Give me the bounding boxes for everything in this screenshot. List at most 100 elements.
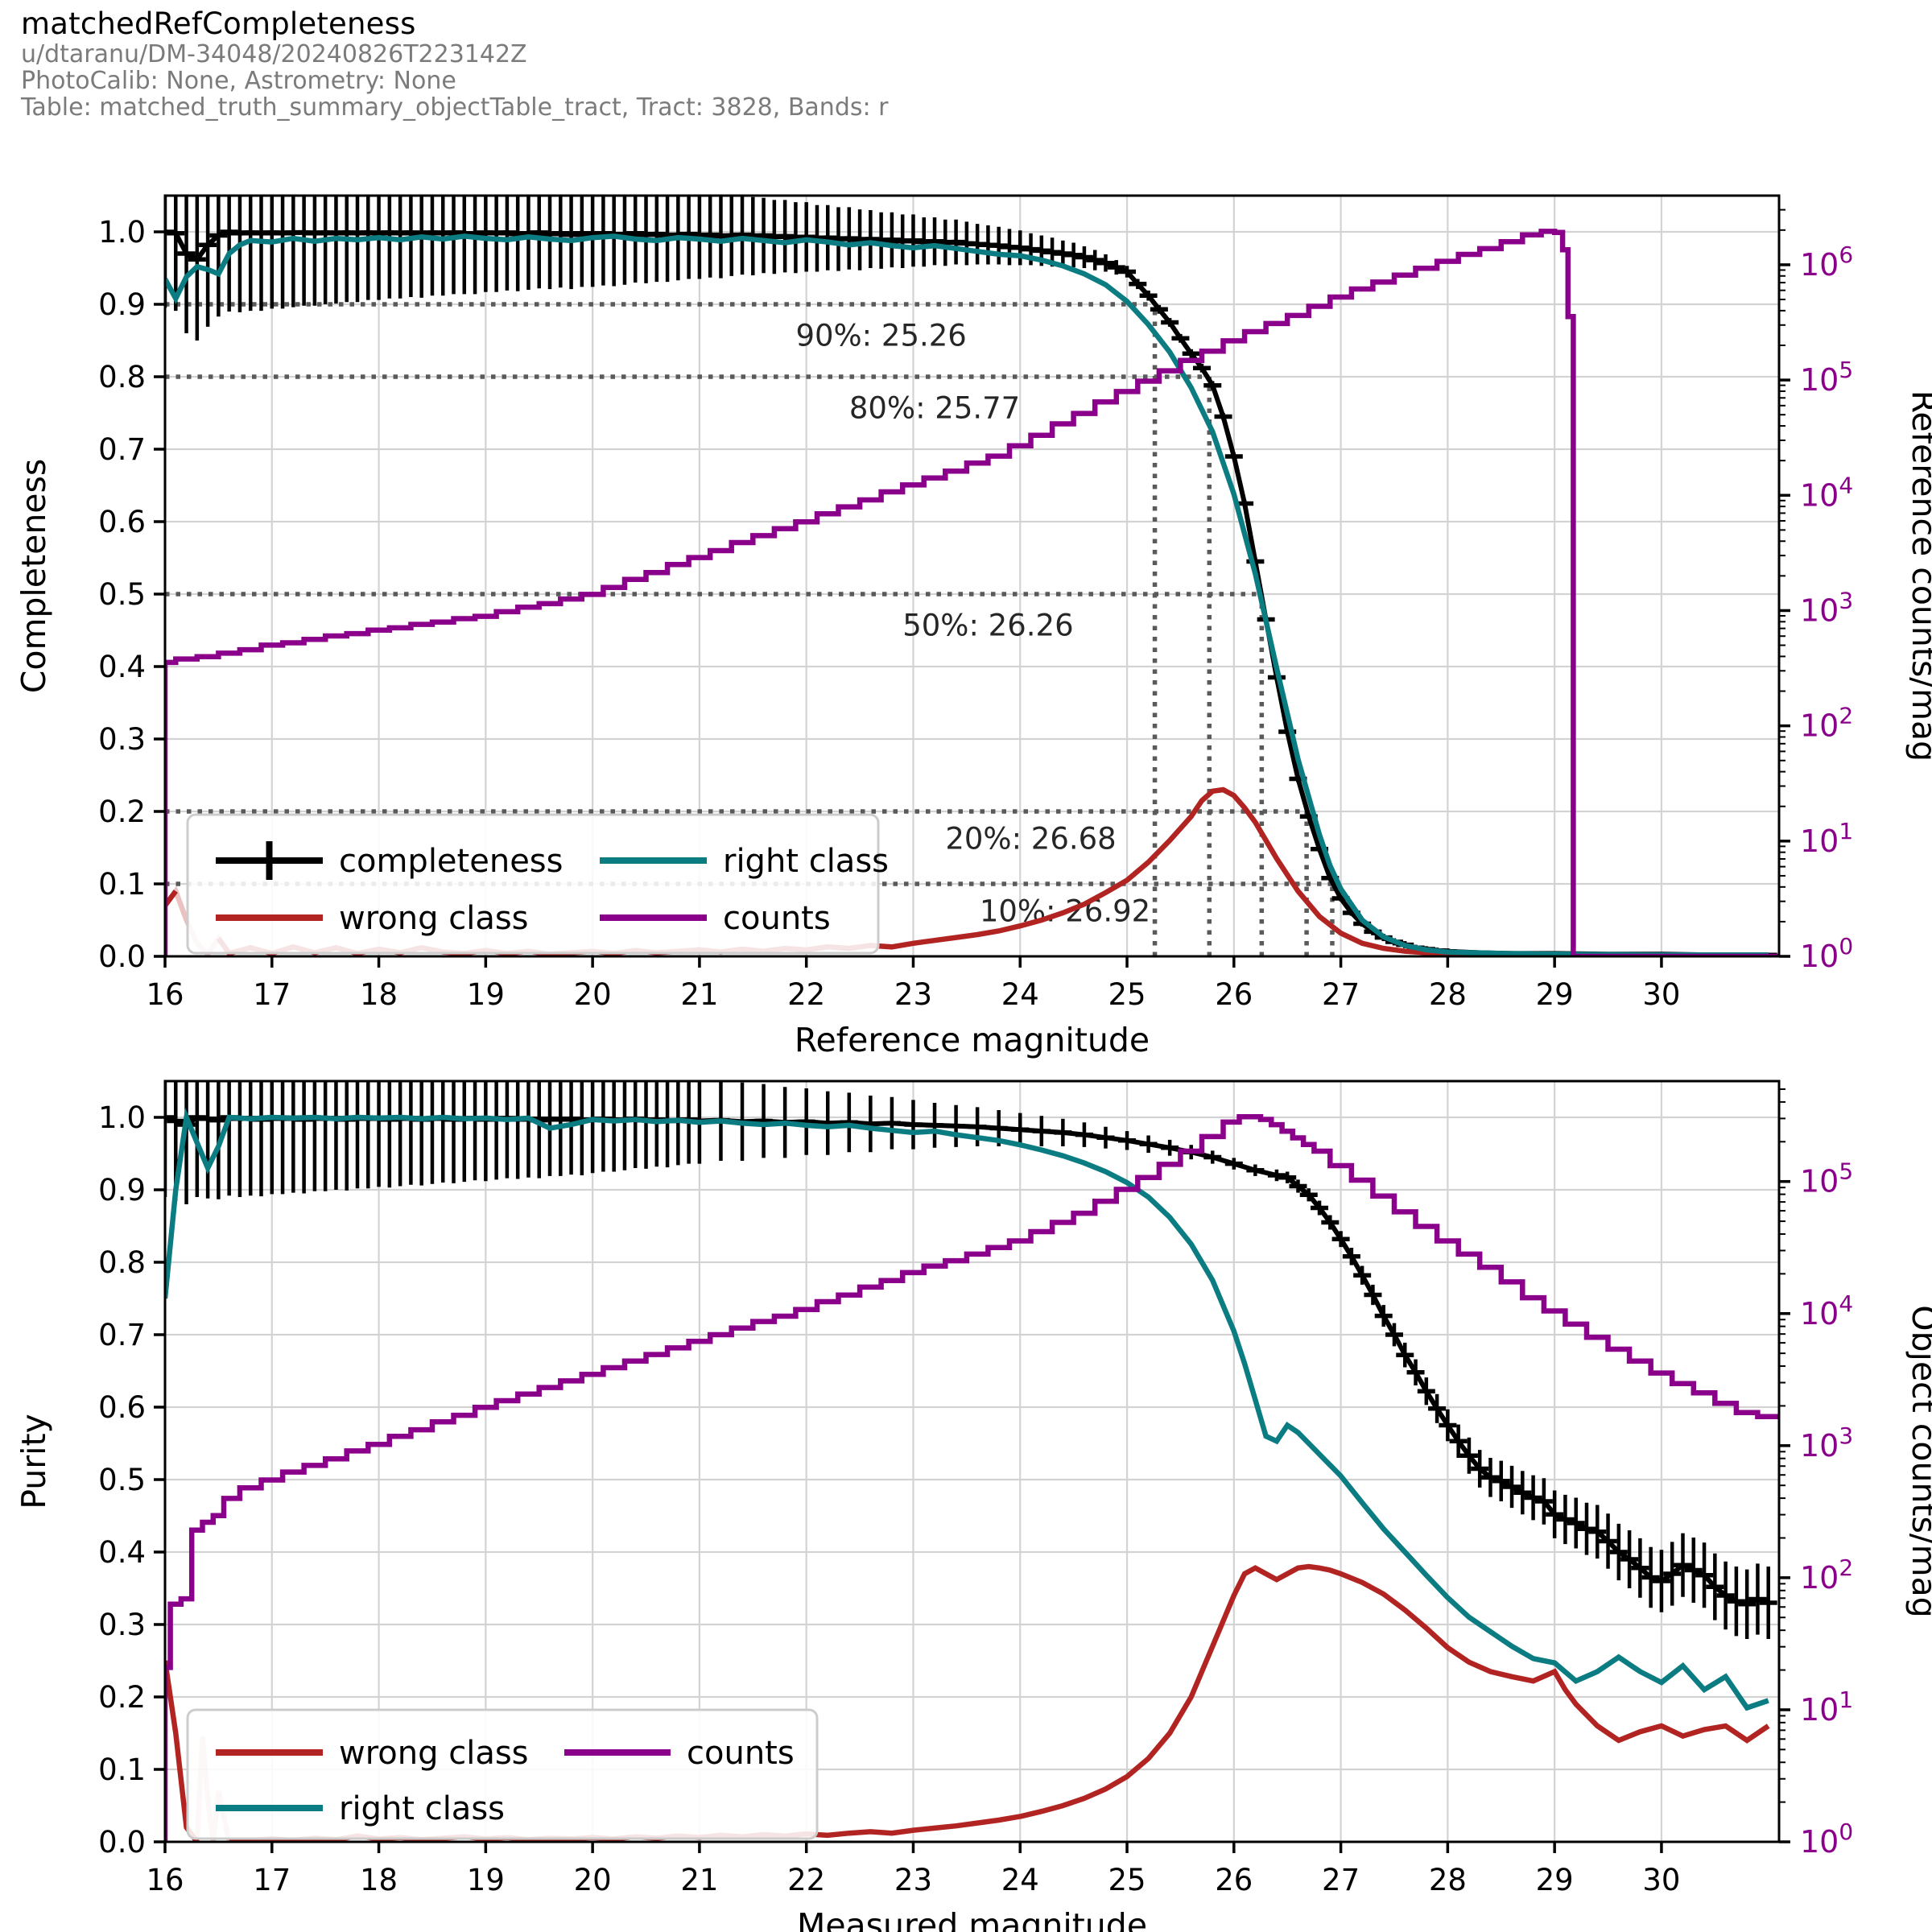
series-right-class — [165, 1107, 1769, 1711]
right-axis-label: Object counts/mag — [1905, 1305, 1932, 1618]
legend-label: right class — [339, 1790, 505, 1827]
threshold-label: 20%: 26.68 — [945, 821, 1116, 856]
x-tick-label: 24 — [1001, 1863, 1039, 1897]
y-tick-label: 0.9 — [98, 287, 146, 322]
y-tick-label: 0.6 — [98, 505, 146, 539]
x-tick-label: 23 — [894, 1863, 932, 1897]
right-tick-label: 101 — [1800, 1686, 1853, 1728]
x-tick-label: 28 — [1429, 1863, 1467, 1897]
legend-label: wrong class — [339, 1735, 529, 1772]
axes: 16 17 18 19 20 21 22 23 24 25 26 27 28 29 30 0.0 0.1 0.2 0… — [14, 1088, 1932, 1932]
y-tick-label: 0.8 — [98, 1245, 146, 1280]
right-tick-label: 104 — [1800, 1290, 1853, 1331]
y-tick-label: 0.7 — [98, 432, 146, 467]
x-tick-label: 19 — [467, 977, 505, 1012]
threshold-label: 80%: 25.77 — [849, 391, 1020, 426]
threshold-label: 50%: 26.26 — [902, 609, 1073, 643]
x-tick-label: 18 — [360, 1863, 398, 1897]
legend-label: completeness — [339, 843, 563, 880]
x-tick-label: 23 — [894, 977, 932, 1012]
x-tick-label: 22 — [787, 1863, 825, 1897]
right-tick-label: 106 — [1800, 242, 1853, 283]
x-tick-label: 20 — [574, 1863, 612, 1897]
right-tick-label: 103 — [1800, 1422, 1853, 1463]
y-axis-label: Purity — [14, 1414, 53, 1509]
page-title: matchedRefCompleteness — [21, 6, 416, 41]
y-tick-label: 0.1 — [98, 1752, 146, 1787]
y-tick-label: 0.5 — [98, 577, 146, 612]
legend: completeness wrong class right class counts — [186, 813, 889, 955]
x-tick-label: 27 — [1322, 1863, 1360, 1897]
legend-label: right class — [723, 843, 889, 880]
subtitle-table: Table: matched_truth_summary_objectTable… — [21, 93, 889, 122]
axes: 16 17 18 19 20 21 22 23 24 25 26 27 28 29 30 0.0 0.1 0.2 0… — [14, 208, 1932, 1059]
x-tick-label: 29 — [1536, 977, 1574, 1012]
right-tick-label: 100 — [1800, 1818, 1853, 1860]
x-tick-label: 30 — [1642, 1863, 1680, 1897]
x-tick-label: 21 — [680, 977, 718, 1012]
x-tick-label: 26 — [1215, 1863, 1253, 1897]
series-counts — [165, 1114, 1779, 1842]
y-tick-label: 0.4 — [98, 650, 146, 684]
y-tick-label: 1.0 — [98, 215, 146, 250]
x-tick-label: 17 — [253, 977, 291, 1012]
x-tick-label: 29 — [1536, 1863, 1574, 1897]
y-tick-label: 0.1 — [98, 867, 146, 902]
right-tick-label: 102 — [1800, 703, 1853, 744]
x-tick-label: 28 — [1429, 977, 1467, 1012]
y-tick-label: 0.4 — [98, 1535, 146, 1570]
y-tick-label: 0.0 — [98, 1825, 146, 1860]
x-tick-label: 22 — [787, 977, 825, 1012]
bottom-panel: 16 17 18 19 20 21 22 23 24 25 26 27 28 29 30 0.0 0.1 0.2 0… — [14, 1080, 1932, 1932]
x-tick-label: 25 — [1108, 1863, 1146, 1897]
x-tick-label: 16 — [146, 977, 184, 1012]
y-tick-label: 1.0 — [98, 1100, 146, 1135]
plot-frame — [163, 1080, 1781, 1843]
right-tick-label: 105 — [1800, 357, 1853, 398]
y-axis-label: Completeness — [14, 459, 53, 694]
x-tick-label: 30 — [1642, 977, 1680, 1012]
x-axis-label: Measured magnitude — [797, 1906, 1147, 1932]
subtitle-calib: PhotoCalib: None, Astrometry: None — [21, 67, 456, 95]
legend-label: counts — [723, 900, 831, 937]
x-tick-label: 24 — [1001, 977, 1039, 1012]
right-tick-label: 103 — [1800, 587, 1853, 628]
x-tick-label: 26 — [1215, 977, 1253, 1012]
top-panel: 90%: 25.26 80%: 25.77 50%: 26.26 20%: 26.68… — [14, 194, 1932, 1059]
legend: wrong class right class counts — [186, 1708, 819, 1840]
legend-label: counts — [687, 1735, 795, 1772]
series-right-class — [165, 233, 1769, 956]
right-tick-label: 101 — [1800, 818, 1853, 859]
grid — [165, 196, 1779, 956]
y-tick-label: 0.8 — [98, 360, 146, 394]
right-tick-label: 100 — [1800, 933, 1853, 974]
y-tick-label: 0.3 — [98, 722, 146, 757]
series-purity — [165, 1081, 1777, 1639]
y-tick-label: 0.2 — [98, 1680, 146, 1715]
right-axis-label: Reference counts/mag — [1905, 390, 1932, 762]
right-tick-label: 104 — [1800, 472, 1853, 513]
right-tick-label: 102 — [1800, 1554, 1853, 1596]
x-tick-label: 27 — [1322, 977, 1360, 1012]
x-tick-label: 20 — [574, 977, 612, 1012]
header: matchedRefCompleteness u/dtaranu/DM-3404… — [21, 6, 888, 121]
y-tick-label: 0.0 — [98, 939, 146, 974]
legend-label: wrong class — [339, 900, 529, 937]
x-tick-label: 18 — [360, 977, 398, 1012]
x-axis-label: Reference magnitude — [795, 1021, 1150, 1059]
x-tick-label: 19 — [467, 1863, 505, 1897]
series-counts — [165, 229, 1779, 956]
y-tick-label: 0.7 — [98, 1318, 146, 1352]
y-tick-label: 0.2 — [98, 795, 146, 829]
y-tick-label: 0.9 — [98, 1173, 146, 1208]
subtitle-run: u/dtaranu/DM-34048/20240826T223142Z — [21, 40, 527, 68]
x-tick-label: 21 — [680, 1863, 718, 1897]
right-tick-label: 105 — [1800, 1158, 1853, 1199]
x-tick-label: 17 — [253, 1863, 291, 1897]
y-tick-label: 0.6 — [98, 1390, 146, 1425]
threshold-annotations: 90%: 25.26 80%: 25.77 50%: 26.26 20%: 26.68… — [165, 302, 1335, 956]
y-tick-label: 0.3 — [98, 1608, 146, 1642]
x-tick-label: 16 — [146, 1863, 184, 1897]
threshold-label: 90%: 25.26 — [795, 319, 966, 353]
